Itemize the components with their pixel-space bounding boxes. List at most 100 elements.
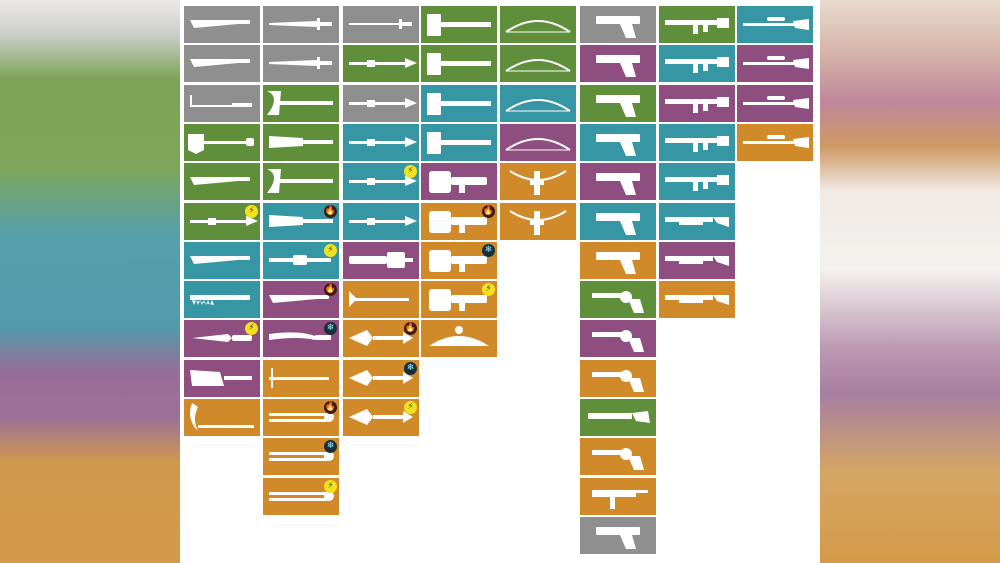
launcher-icon (429, 211, 487, 233)
weapon-tile-mine[interactable] (421, 320, 497, 357)
weapon-tile-sniper[interactable] (737, 6, 813, 43)
weapon-tile-blade-staff[interactable]: 🔥 (343, 320, 419, 357)
weapon-tile-chainsaw[interactable] (343, 242, 419, 279)
knife-icon (192, 334, 252, 342)
weapon-tile-pistol[interactable] (580, 85, 656, 122)
weapon-tile-saw-blade[interactable] (184, 281, 260, 318)
weapon-tile-pistol[interactable] (580, 6, 656, 43)
weapon-tile-bow[interactable] (500, 45, 576, 82)
weapon-tile-launcher[interactable] (421, 163, 497, 200)
weapon-tile-pistol[interactable] (580, 517, 656, 554)
snowflake-icon: ❄ (404, 362, 417, 375)
weapon-tile-sniper[interactable] (737, 45, 813, 82)
weapon-tile-crossbow[interactable] (500, 163, 576, 200)
weapon-tile-crowbar[interactable] (184, 85, 260, 122)
weapon-tile-scythe[interactable] (184, 399, 260, 436)
weapon-tile-club[interactable]: 🔥 (263, 203, 339, 240)
weapon-tile-axe[interactable] (263, 163, 339, 200)
shovel-icon (188, 134, 254, 154)
weapon-tile-club[interactable] (263, 124, 339, 161)
weapon-tile-sniper[interactable] (737, 85, 813, 122)
weapon-tile-machete[interactable] (184, 163, 260, 200)
weapon-tile-harpoon[interactable] (343, 281, 419, 318)
weapon-tile-sword[interactable] (263, 6, 339, 43)
weapon-tile-sledgehammer[interactable] (421, 124, 497, 161)
weapon-tile-staff[interactable]: ⚡ (263, 242, 339, 279)
weapon-tile-machete[interactable] (184, 45, 260, 82)
weapon-tile-trident[interactable] (263, 360, 339, 397)
weapon-tile-bow[interactable] (500, 6, 576, 43)
weapon-tile-crossbow[interactable] (500, 203, 576, 240)
weapon-tile-revolver[interactable] (580, 438, 656, 475)
weapon-tile-blade-staff[interactable]: ❄ (343, 360, 419, 397)
rifle-icon (665, 57, 729, 73)
weapon-tile-spear[interactable]: ⚡ (184, 203, 260, 240)
weapon-tile-rifle[interactable] (659, 45, 735, 82)
weapon-tile-shotgun[interactable] (659, 242, 735, 279)
weapon-tile-cleaver[interactable] (184, 360, 260, 397)
weapon-tile-rifle[interactable] (659, 85, 735, 122)
weapon-tile-revolver[interactable] (580, 281, 656, 318)
weapon-tile-revolver[interactable] (580, 320, 656, 357)
weapon-tile-rod[interactable]: ⚡ (263, 478, 339, 515)
weapon-tile-knife[interactable]: ⚡ (184, 320, 260, 357)
snowflake-icon: ❄ (324, 322, 337, 335)
weapon-tile-launcher[interactable]: ❄ (421, 242, 497, 279)
weapon-tile-pistol[interactable] (580, 242, 656, 279)
weapon-tile-rapier[interactable] (343, 6, 419, 43)
weapon-tile-spear[interactable] (343, 124, 419, 161)
weapon-tile-rifle[interactable] (659, 124, 735, 161)
revolver-icon (592, 370, 644, 392)
sniper-icon (743, 17, 809, 30)
weapon-tile-shotgun[interactable] (659, 281, 735, 318)
chainsaw-icon (349, 252, 413, 268)
weapon-tile-sniper[interactable] (737, 124, 813, 161)
spear-icon (349, 58, 417, 68)
weapon-tile-bow[interactable] (500, 124, 576, 161)
smg-icon (592, 490, 648, 509)
weapon-tile-spear[interactable] (343, 85, 419, 122)
snowflake-icon: ❄ (324, 440, 337, 453)
weapon-tile-revolver[interactable] (580, 360, 656, 397)
weapon-tile-launcher[interactable]: 🔥 (421, 203, 497, 240)
weapon-tile-rifle[interactable] (659, 163, 735, 200)
weapon-tile-spear[interactable]: ⚡ (343, 163, 419, 200)
weapon-tile-sledgehammer[interactable] (421, 6, 497, 43)
sniper-icon (743, 96, 809, 109)
sniper-icon (743, 135, 809, 148)
sledgehammer-icon (427, 53, 491, 75)
weapon-tile-machete[interactable] (184, 6, 260, 43)
weapon-tile-sledgehammer[interactable] (421, 45, 497, 82)
weapon-tile-rod[interactable]: ❄ (263, 438, 339, 475)
weapon-tile-sawed-off[interactable] (580, 399, 656, 436)
weapon-tile-pistol[interactable] (580, 203, 656, 240)
weapon-tile-spear[interactable] (343, 203, 419, 240)
weapon-tile-shotgun[interactable] (659, 203, 735, 240)
weapon-tile-blade-staff[interactable]: ⚡ (343, 399, 419, 436)
weapon-tile-katana[interactable]: ❄ (263, 320, 339, 357)
weapon-tile-rod[interactable]: 🔥 (263, 399, 339, 436)
rifle-icon (665, 136, 729, 152)
weapon-tile-machete[interactable] (184, 242, 260, 279)
pistol-icon (596, 134, 640, 156)
weapon-tile-spear[interactable] (343, 45, 419, 82)
weapon-tile-smg[interactable] (580, 478, 656, 515)
weapon-tile-launcher[interactable]: ⚡ (421, 281, 497, 318)
weapon-tile-sword[interactable] (263, 45, 339, 82)
machete-icon (190, 177, 250, 185)
weapon-tile-pistol[interactable] (580, 163, 656, 200)
sawed-off-icon (588, 411, 650, 423)
weapon-tile-rifle[interactable] (659, 6, 735, 43)
weapon-tile-machete[interactable]: 🔥 (263, 281, 339, 318)
revolver-icon (592, 291, 644, 313)
weapon-tile-axe[interactable] (263, 85, 339, 122)
weapon-tile-pistol[interactable] (580, 45, 656, 82)
rod-icon (269, 491, 334, 501)
crowbar-icon (190, 95, 252, 107)
axe-icon (267, 91, 333, 115)
weapon-tile-bow[interactable] (500, 85, 576, 122)
weapon-tile-pistol[interactable] (580, 124, 656, 161)
weapon-tile-shovel[interactable] (184, 124, 260, 161)
scythe-icon (190, 403, 254, 431)
weapon-tile-sledgehammer[interactable] (421, 85, 497, 122)
